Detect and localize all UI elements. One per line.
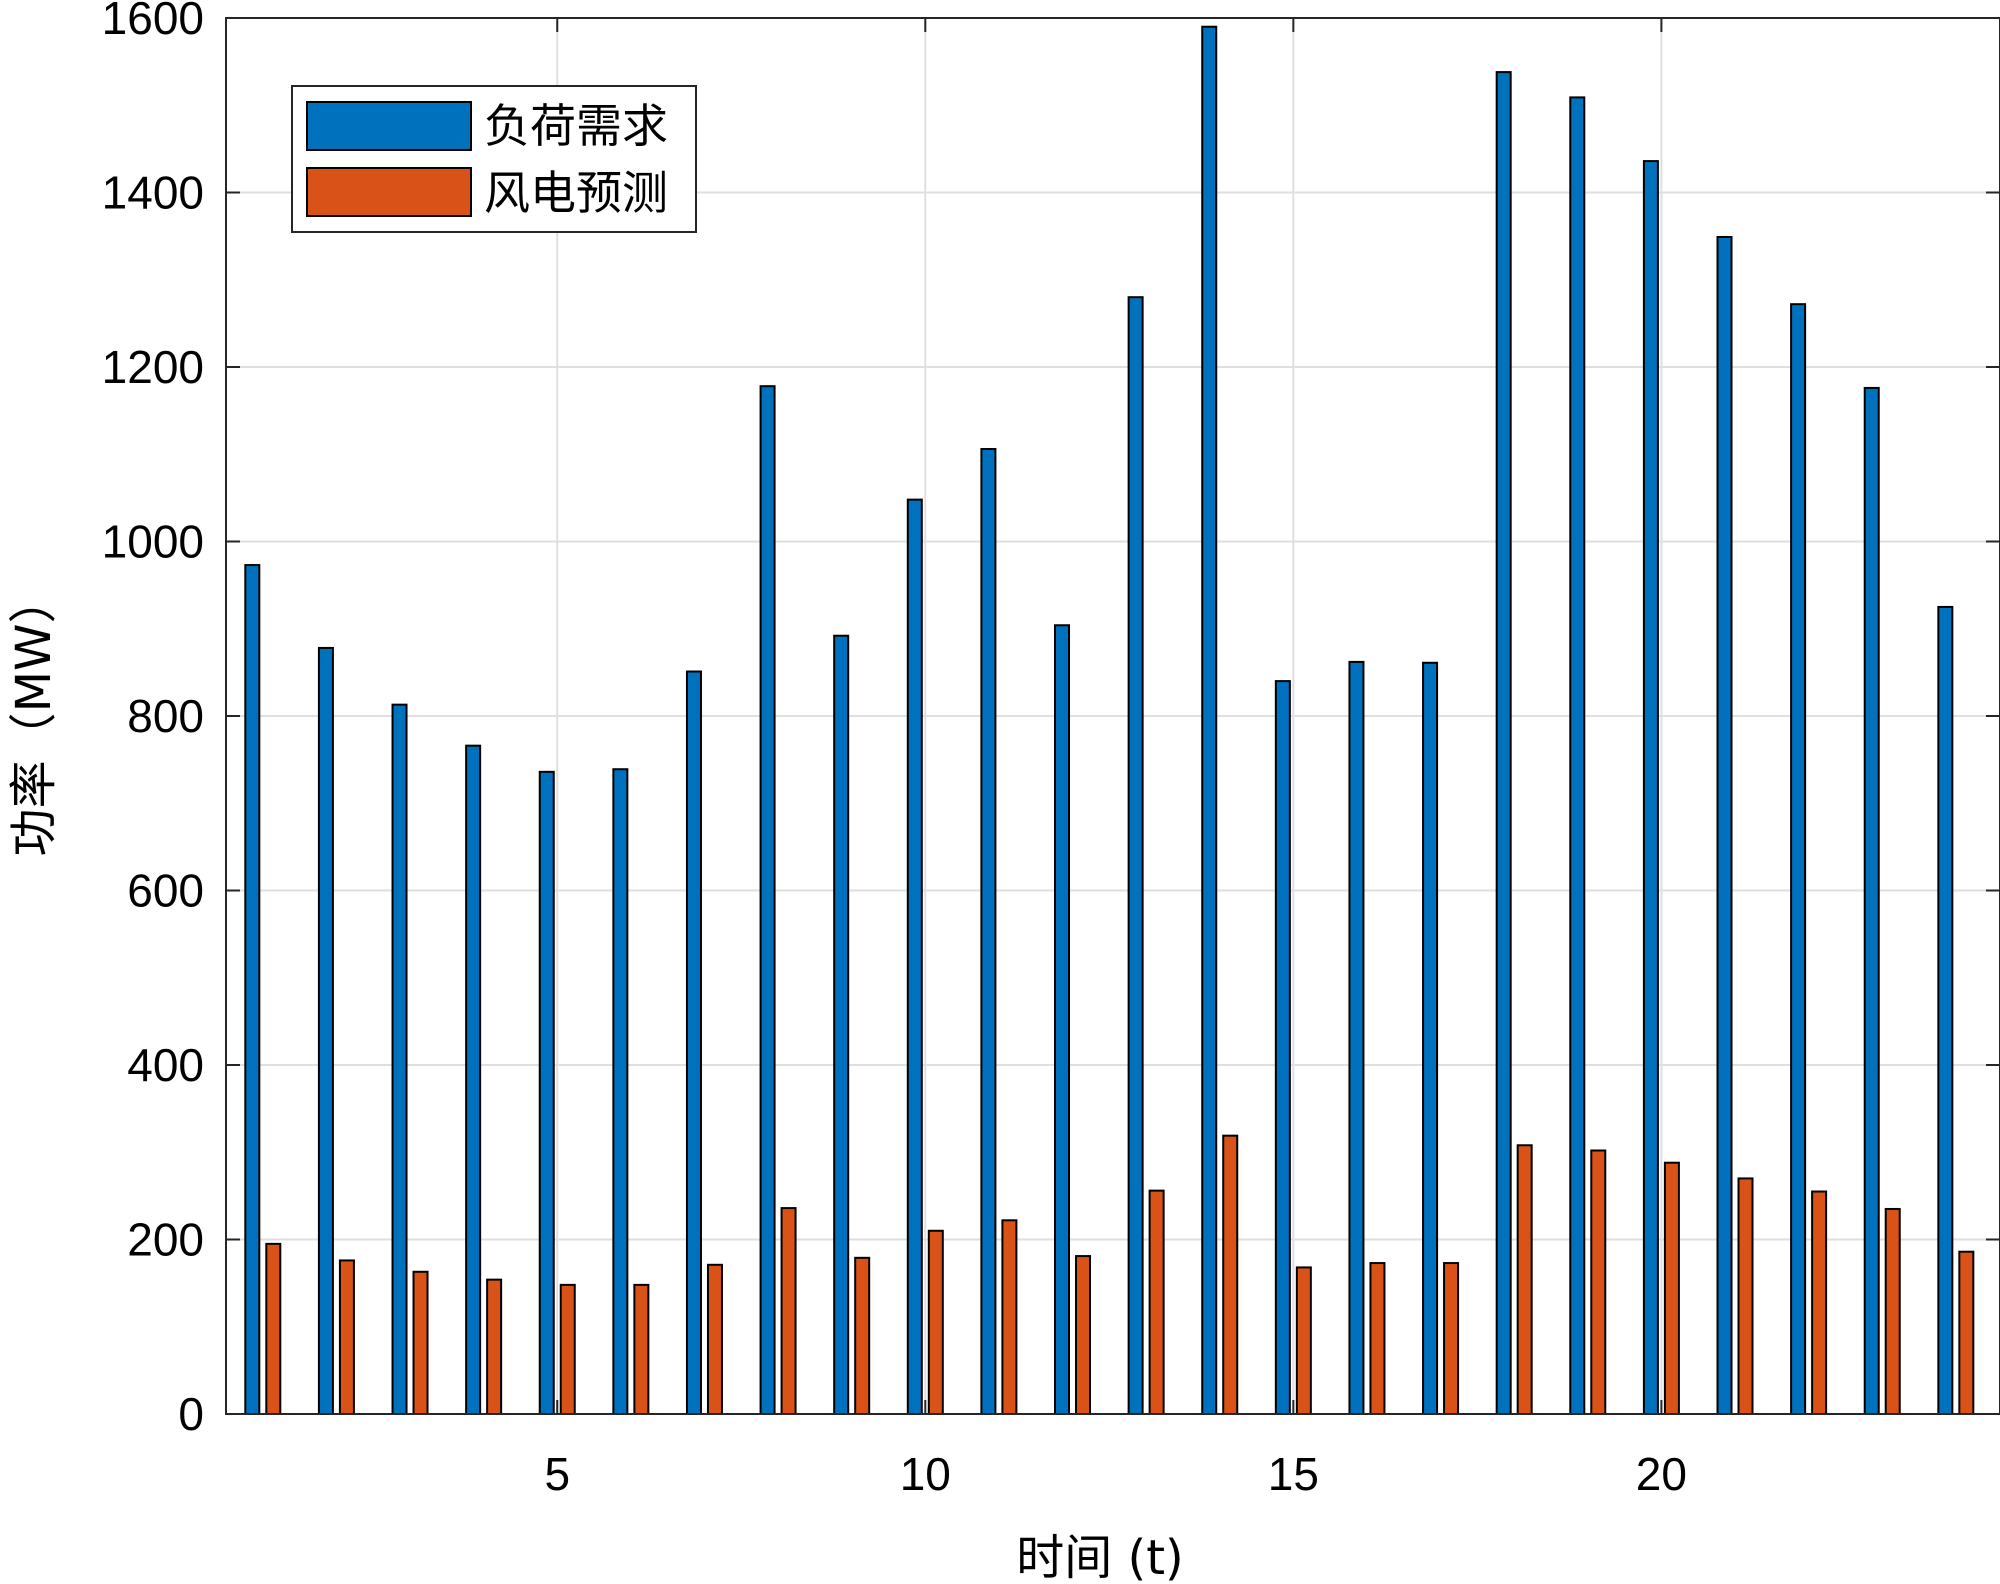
load-demand-bar [1495, 71, 1512, 1416]
y-tick-label: 1000 [102, 516, 204, 568]
load-demand-bar [1569, 96, 1586, 1416]
wind-forecast-bar [1001, 1219, 1018, 1416]
legend-swatch-wind [306, 167, 472, 217]
load-demand-bar [980, 448, 997, 1415]
wind-forecast-bar [1369, 1262, 1386, 1415]
legend-label-wind: 风电预测 [484, 166, 668, 220]
wind-forecast-bar [1884, 1207, 1901, 1416]
load-demand-bar [1348, 660, 1365, 1415]
load-demand-bar [465, 744, 482, 1415]
load-demand-bar [685, 670, 702, 1415]
load-demand-bar [538, 770, 555, 1415]
wind-forecast-bar [1663, 1161, 1680, 1415]
wind-forecast-bar [854, 1256, 871, 1416]
wind-forecast-bar [706, 1263, 723, 1415]
wind-forecast-bar [1590, 1149, 1607, 1415]
x-tick-label: 5 [544, 1448, 570, 1500]
y-tick-label: 1600 [102, 0, 204, 44]
wind-forecast-bar [486, 1278, 503, 1416]
y-tick-label: 1400 [102, 167, 204, 219]
load-demand-bar [1863, 386, 1880, 1416]
wind-forecast-bar [1516, 1144, 1533, 1416]
load-demand-bar [1937, 605, 1954, 1415]
load-demand-bar [1716, 235, 1733, 1415]
x-tick-label: 10 [900, 1448, 951, 1500]
wind-forecast-bar [1443, 1262, 1460, 1415]
y-axis-ticks: 0 200 400 600 800 1000 1200 1400 1600 [102, 0, 2000, 1440]
load-demand-bar [1054, 624, 1071, 1415]
wind-forecast-bar [412, 1270, 429, 1415]
load-demand-bar [1422, 661, 1439, 1415]
y-tick-label: 800 [127, 690, 204, 742]
load-demand-bar [906, 498, 923, 1415]
wind-forecast-bar [927, 1229, 944, 1416]
y-tick-label: 600 [127, 865, 204, 917]
x-axis-label: 时间 (t) [1016, 1530, 1184, 1584]
wind-forecast-bar [338, 1259, 355, 1415]
load-demand-bar [1201, 25, 1218, 1416]
y-tick-label: 1200 [102, 341, 204, 393]
load-demand-bar [317, 646, 334, 1415]
wind-forecast-bar [1737, 1177, 1754, 1416]
y-tick-label: 400 [127, 1039, 204, 1091]
load-demand-bar [391, 703, 408, 1415]
grid [226, 18, 2000, 1414]
legend-label-load: 负荷需求 [484, 99, 668, 153]
wind-forecast-bar [1295, 1266, 1312, 1416]
wind-forecast-bar [265, 1242, 282, 1416]
y-tick-label: 0 [178, 1388, 204, 1440]
x-tick-label: 20 [1636, 1448, 1687, 1500]
x-axis-ticks: 5 10 15 20 [544, 18, 1687, 1500]
load-demand-bar [759, 385, 776, 1416]
wind-forecast-bar [1075, 1255, 1092, 1416]
load-demand-bar [244, 564, 261, 1415]
wind-forecast-bar [633, 1283, 650, 1415]
load-demand-bar [833, 634, 850, 1415]
wind-forecast-bar [559, 1283, 576, 1415]
x-tick-label: 15 [1268, 1448, 1319, 1500]
wind-forecast-bar [1958, 1250, 1975, 1415]
load-demand-bar [1274, 680, 1291, 1415]
wind-forecast-bar [1811, 1190, 1828, 1415]
legend: 负荷需求 风电预测 [291, 85, 697, 233]
wind-forecast-bar [1222, 1134, 1239, 1415]
load-demand-bar [1790, 303, 1807, 1415]
wind-forecast-bar [780, 1207, 797, 1415]
legend-swatch-load [306, 101, 472, 151]
load-demand-bar [1642, 160, 1659, 1416]
y-tick-label: 200 [127, 1214, 204, 1266]
load-demand-bar [1127, 296, 1144, 1416]
wind-forecast-bar [1148, 1189, 1165, 1416]
y-axis-label: 功率（MW） [6, 576, 62, 857]
load-demand-bar [612, 768, 629, 1415]
